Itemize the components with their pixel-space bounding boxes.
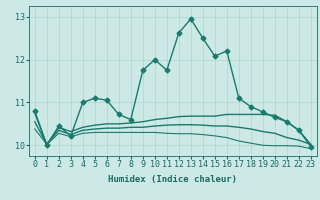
X-axis label: Humidex (Indice chaleur): Humidex (Indice chaleur) xyxy=(108,175,237,184)
